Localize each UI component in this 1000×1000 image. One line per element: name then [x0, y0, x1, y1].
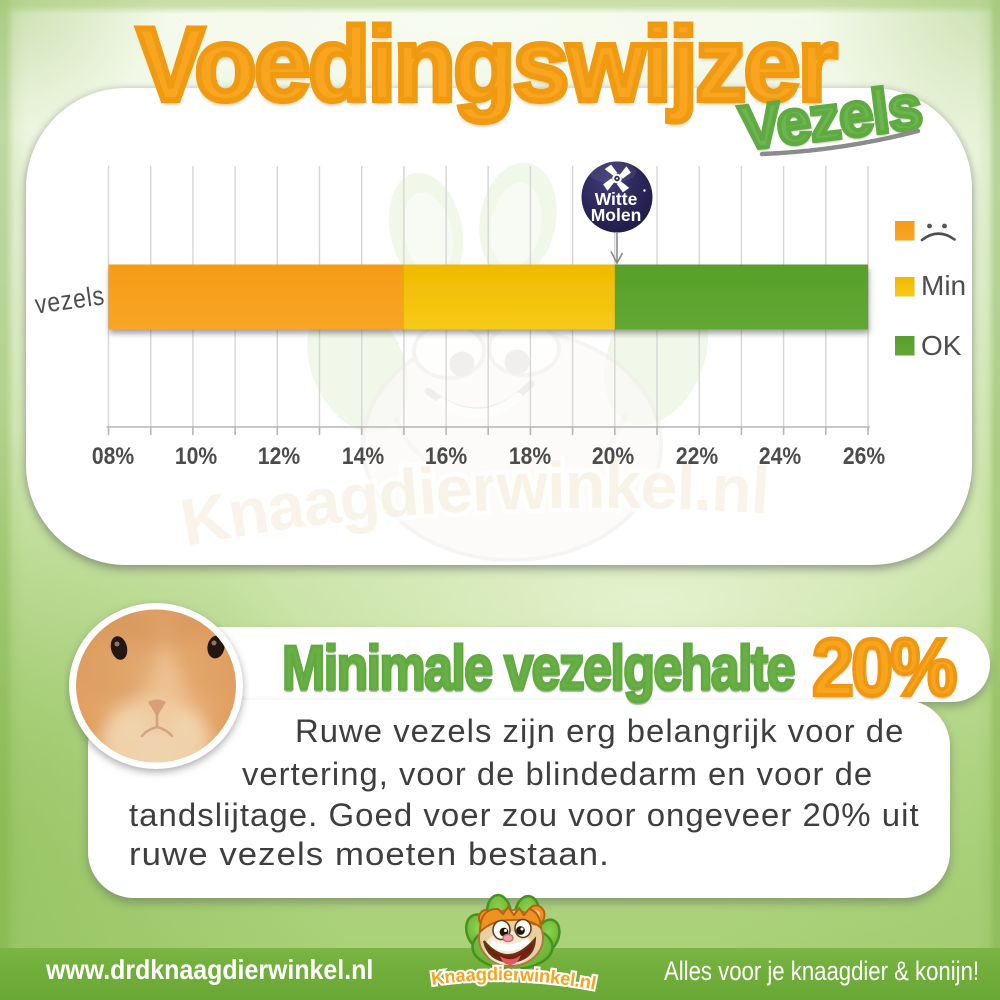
svg-text:Molen: Molen: [591, 205, 642, 225]
svg-text:Knaagdierwinkel.nl: Knaagdierwinkel.nl: [430, 963, 598, 993]
svg-text:Witte: Witte: [595, 189, 638, 209]
